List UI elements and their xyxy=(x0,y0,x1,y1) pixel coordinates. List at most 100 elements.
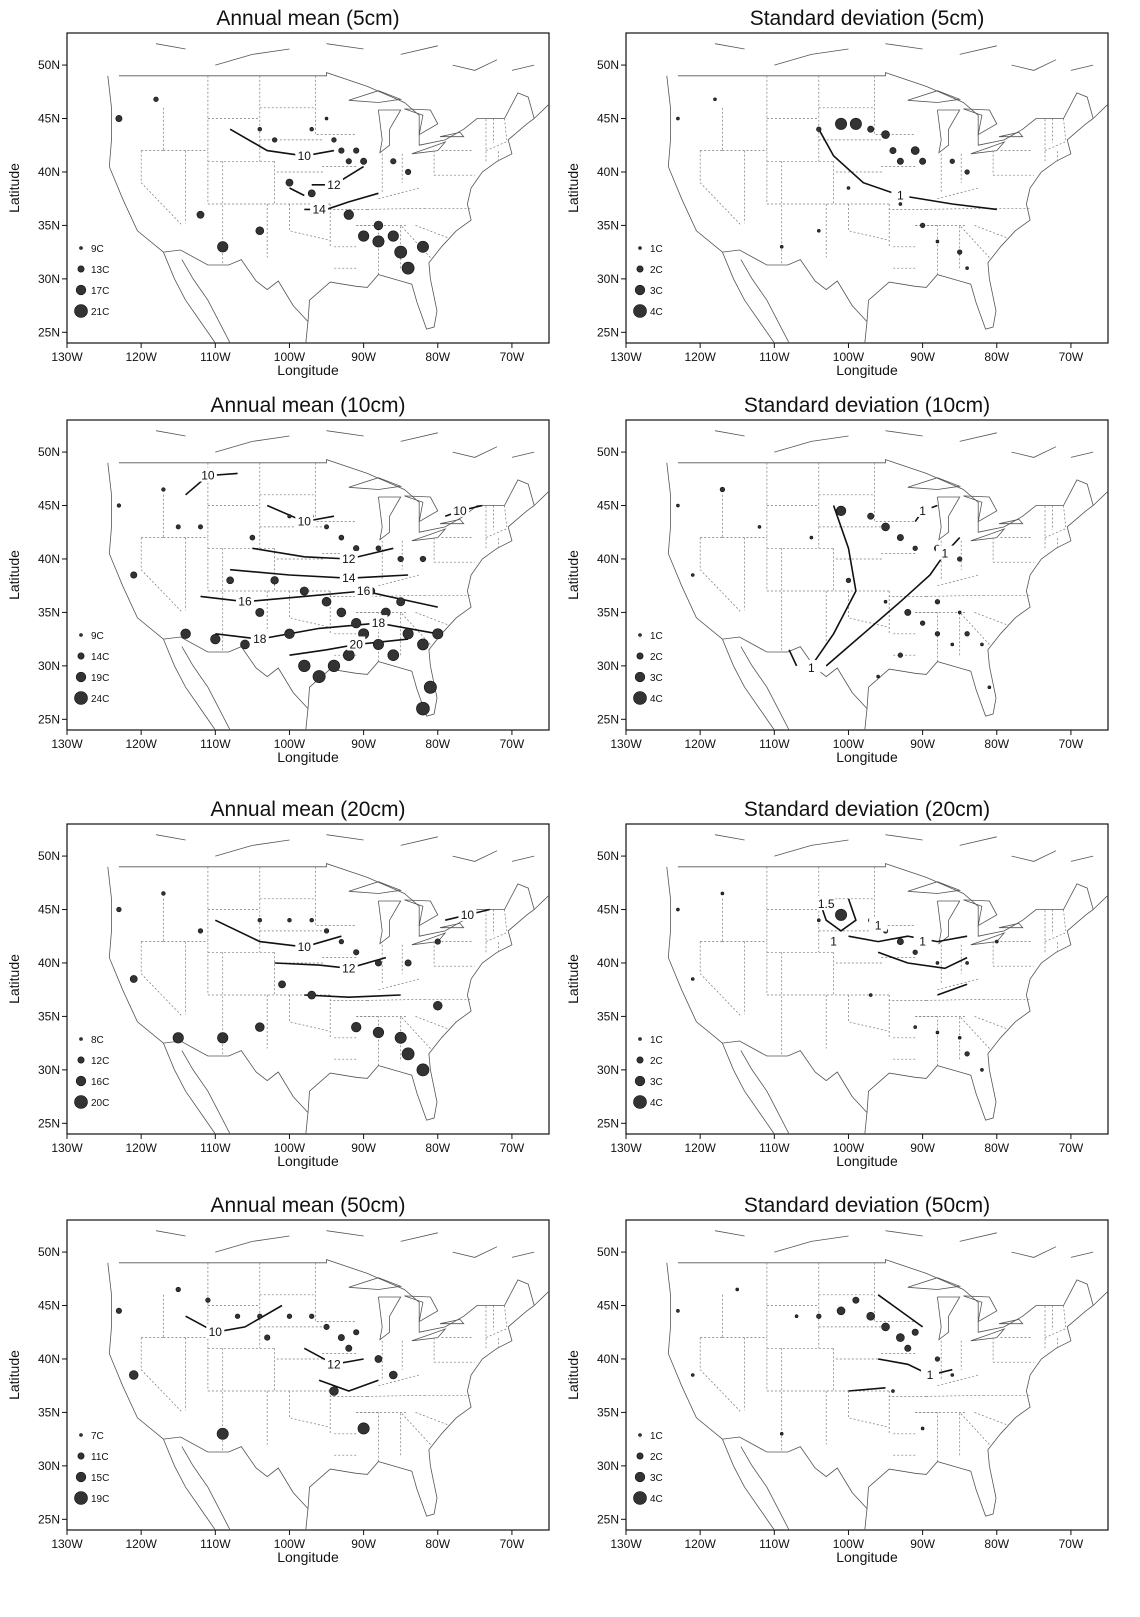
legend-label: 15C xyxy=(91,1473,109,1484)
legend-label: 7C xyxy=(91,1431,104,1442)
legend-marker xyxy=(638,633,642,637)
contour-label: 1 xyxy=(919,504,926,518)
contour-line xyxy=(215,622,438,640)
map-panel-sd-10cm: Standard deviation (10cm) 1 1 1 1C 2C 3C 4C 130W… xyxy=(565,394,1109,765)
legend-label: 2C xyxy=(650,1452,663,1463)
legend-label: 24C xyxy=(91,694,109,705)
x-axis-label: Longitude xyxy=(277,749,339,765)
legend-label: 1C xyxy=(650,631,663,642)
us-canada-border xyxy=(677,1259,1094,1333)
state-border xyxy=(140,941,182,1016)
contour-label-bg xyxy=(198,467,217,482)
station-marker xyxy=(323,928,330,934)
station-marker xyxy=(161,891,166,896)
state-border xyxy=(959,225,990,258)
x-axis-label: Longitude xyxy=(836,1153,898,1169)
station-marker xyxy=(676,116,680,121)
great-lake xyxy=(378,496,402,541)
station-marker xyxy=(345,158,352,165)
y-tick-label: 25N xyxy=(597,325,619,339)
station-marker xyxy=(323,1323,330,1330)
panel-title: Annual mean (20cm) xyxy=(211,798,406,821)
legend-marker xyxy=(633,304,647,318)
basemap xyxy=(666,1230,1108,1530)
contour-label: 10 xyxy=(298,149,312,163)
station-marker xyxy=(175,1286,181,1293)
coastline xyxy=(1070,1251,1094,1258)
x-tick-label: 90W xyxy=(351,737,376,751)
us-canada-border xyxy=(118,863,535,937)
coastline xyxy=(885,834,923,841)
station-marker xyxy=(835,505,847,516)
station-marker xyxy=(980,1068,984,1072)
y-axis-label: Latitude xyxy=(6,1350,22,1400)
contour-label-bg xyxy=(206,1324,225,1339)
station-marker xyxy=(394,245,408,259)
map-frame xyxy=(625,1219,1109,1531)
great-lake xyxy=(378,1296,402,1341)
coastline xyxy=(1070,855,1094,862)
x-tick-label: 80W xyxy=(425,350,450,364)
station-marker xyxy=(353,1329,360,1336)
y-tick-label: 35N xyxy=(597,1009,619,1023)
station-marker xyxy=(809,535,814,540)
contour-line xyxy=(877,1358,953,1376)
legend-marker xyxy=(77,1056,85,1064)
station-marker xyxy=(375,545,382,552)
y-tick-label: 45N xyxy=(597,903,619,917)
contour-label-bg xyxy=(913,502,932,517)
great-lake xyxy=(970,141,1006,155)
contour-line xyxy=(848,935,968,943)
station-marker xyxy=(866,1311,876,1321)
state-border xyxy=(367,998,426,1001)
y-tick-label: 45N xyxy=(597,112,619,126)
coastline xyxy=(428,118,535,279)
contour-label-bg xyxy=(295,513,314,528)
us-canada-border xyxy=(677,863,1094,937)
station-marker xyxy=(327,659,341,672)
map-frame xyxy=(625,419,1109,731)
coastline xyxy=(326,834,364,841)
coastline xyxy=(107,1262,164,1440)
station-marker xyxy=(116,906,122,913)
contour-label: 10 xyxy=(461,908,475,922)
contour-line xyxy=(788,649,798,667)
legend-label: 1C xyxy=(650,1035,663,1046)
great-lake xyxy=(963,495,998,523)
great-lake xyxy=(963,899,998,927)
great-lake xyxy=(404,1295,439,1323)
coastline xyxy=(714,430,745,437)
y-tick-label: 30N xyxy=(597,1063,619,1077)
map-layer: 10 12 10 xyxy=(107,834,549,1134)
state-border xyxy=(367,207,426,210)
legend-marker xyxy=(633,1095,647,1109)
station-marker xyxy=(210,634,221,645)
panel-title: Annual mean (50cm) xyxy=(211,1194,406,1217)
state-border xyxy=(926,207,985,210)
station-marker xyxy=(419,555,427,563)
station-marker xyxy=(881,522,890,532)
station-marker xyxy=(396,597,406,607)
legend-marker xyxy=(75,1075,87,1087)
state-border xyxy=(289,1391,331,1428)
map-layer: 1.5 1 1 1 xyxy=(666,834,1108,1134)
contour-label: 12 xyxy=(327,1357,341,1371)
legend-marker xyxy=(74,1095,88,1109)
y-tick-label: 25N xyxy=(597,1116,619,1130)
x-tick-label: 120W xyxy=(684,1141,716,1155)
legend-marker xyxy=(634,671,646,683)
x-tick-label: 70W xyxy=(500,737,525,751)
contour-line xyxy=(848,1387,886,1392)
state-border xyxy=(937,574,979,587)
station-marker xyxy=(432,628,444,640)
x-tick-label: 90W xyxy=(351,1537,376,1551)
station-marker xyxy=(175,524,181,530)
coastline xyxy=(714,834,745,841)
contour-label-bg xyxy=(802,660,821,674)
y-tick-label: 25N xyxy=(597,1512,619,1526)
coastline xyxy=(1011,59,1057,71)
us-canada-border xyxy=(677,72,1094,146)
legend-label: 2C xyxy=(650,652,663,663)
coastline xyxy=(866,1065,997,1121)
x-axis-label: Longitude xyxy=(836,1549,898,1565)
